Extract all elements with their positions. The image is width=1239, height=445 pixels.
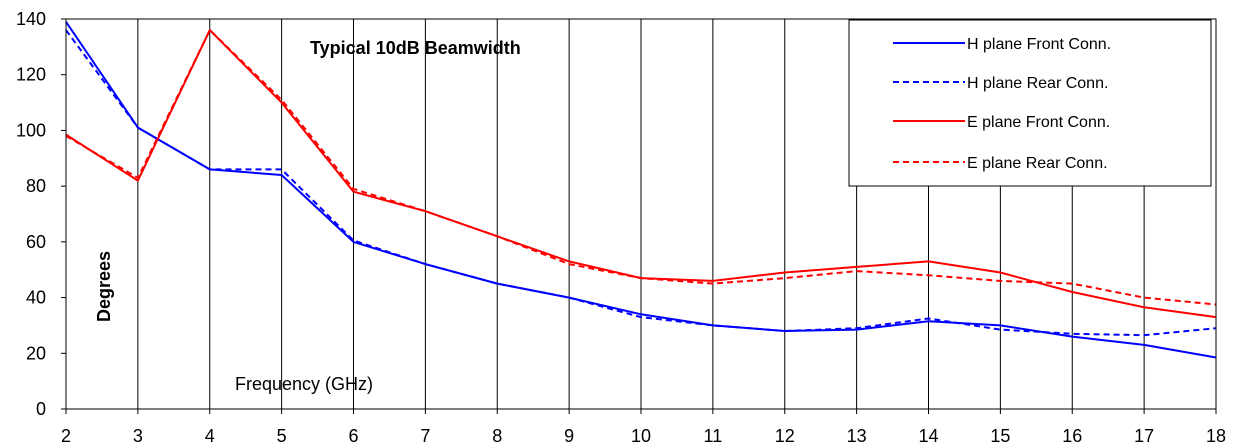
x-tick-label: 12 xyxy=(775,426,795,445)
y-tick-label: 140 xyxy=(16,9,46,29)
legend-label: E plane Front Conn. xyxy=(967,114,1110,131)
x-tick-label: 4 xyxy=(205,426,215,445)
x-tick-label: 16 xyxy=(1062,426,1082,445)
x-tick-label: 13 xyxy=(847,426,867,445)
plot-area-frame xyxy=(65,18,1217,410)
tick-labels: 2 3 4 5 6 7 8 9 10 11 12 13 14 15 16 17 18 0 20 40 60 80 100 12… xyxy=(16,9,1226,445)
chart-title: Typical 10dB Beamwidth xyxy=(310,38,521,58)
y-tick-label: 60 xyxy=(26,232,46,252)
y-tick-label: 120 xyxy=(16,65,46,85)
legend-box xyxy=(848,19,1212,187)
y-tick-label: 0 xyxy=(36,399,46,419)
y-tick-label: 40 xyxy=(26,288,46,308)
legend-label: H plane Rear Conn. xyxy=(967,75,1108,92)
x-tick-label: 14 xyxy=(918,426,938,445)
legend-label: E plane Rear Conn. xyxy=(967,155,1108,172)
axes xyxy=(61,18,1217,414)
series-layer xyxy=(65,21,1217,359)
y-axis-label: Degrees xyxy=(94,251,114,322)
y-tick-label: 100 xyxy=(16,120,46,140)
legend-label: H plane Front Conn. xyxy=(967,36,1111,53)
x-tick-label: 18 xyxy=(1206,426,1226,445)
x-tick-label: 2 xyxy=(61,426,71,445)
x-tick-label: 8 xyxy=(492,426,502,445)
x-tick-label: 5 xyxy=(277,426,287,445)
x-tick-label: 7 xyxy=(420,426,430,445)
y-tick-label: 80 xyxy=(26,176,46,196)
series-line-e-plane-rear-conn xyxy=(65,29,1217,306)
x-tick-label: 3 xyxy=(133,426,143,445)
x-tick-label: 6 xyxy=(348,426,358,445)
x-tick-label: 15 xyxy=(990,426,1010,445)
x-tick-label: 9 xyxy=(564,426,574,445)
x-tick-label: 10 xyxy=(631,426,651,445)
y-tick-label: 20 xyxy=(26,343,46,363)
x-tick-label: 11 xyxy=(704,426,723,445)
legend: H plane Front Conn. H plane Rear Conn. E p… xyxy=(848,19,1212,187)
x-axis-label: Frequency (GHz) xyxy=(235,374,373,394)
series-line-h-plane-front-conn xyxy=(65,21,1217,359)
x-tick-label: 17 xyxy=(1134,426,1154,445)
series-line-h-plane-rear-conn xyxy=(65,29,1217,337)
